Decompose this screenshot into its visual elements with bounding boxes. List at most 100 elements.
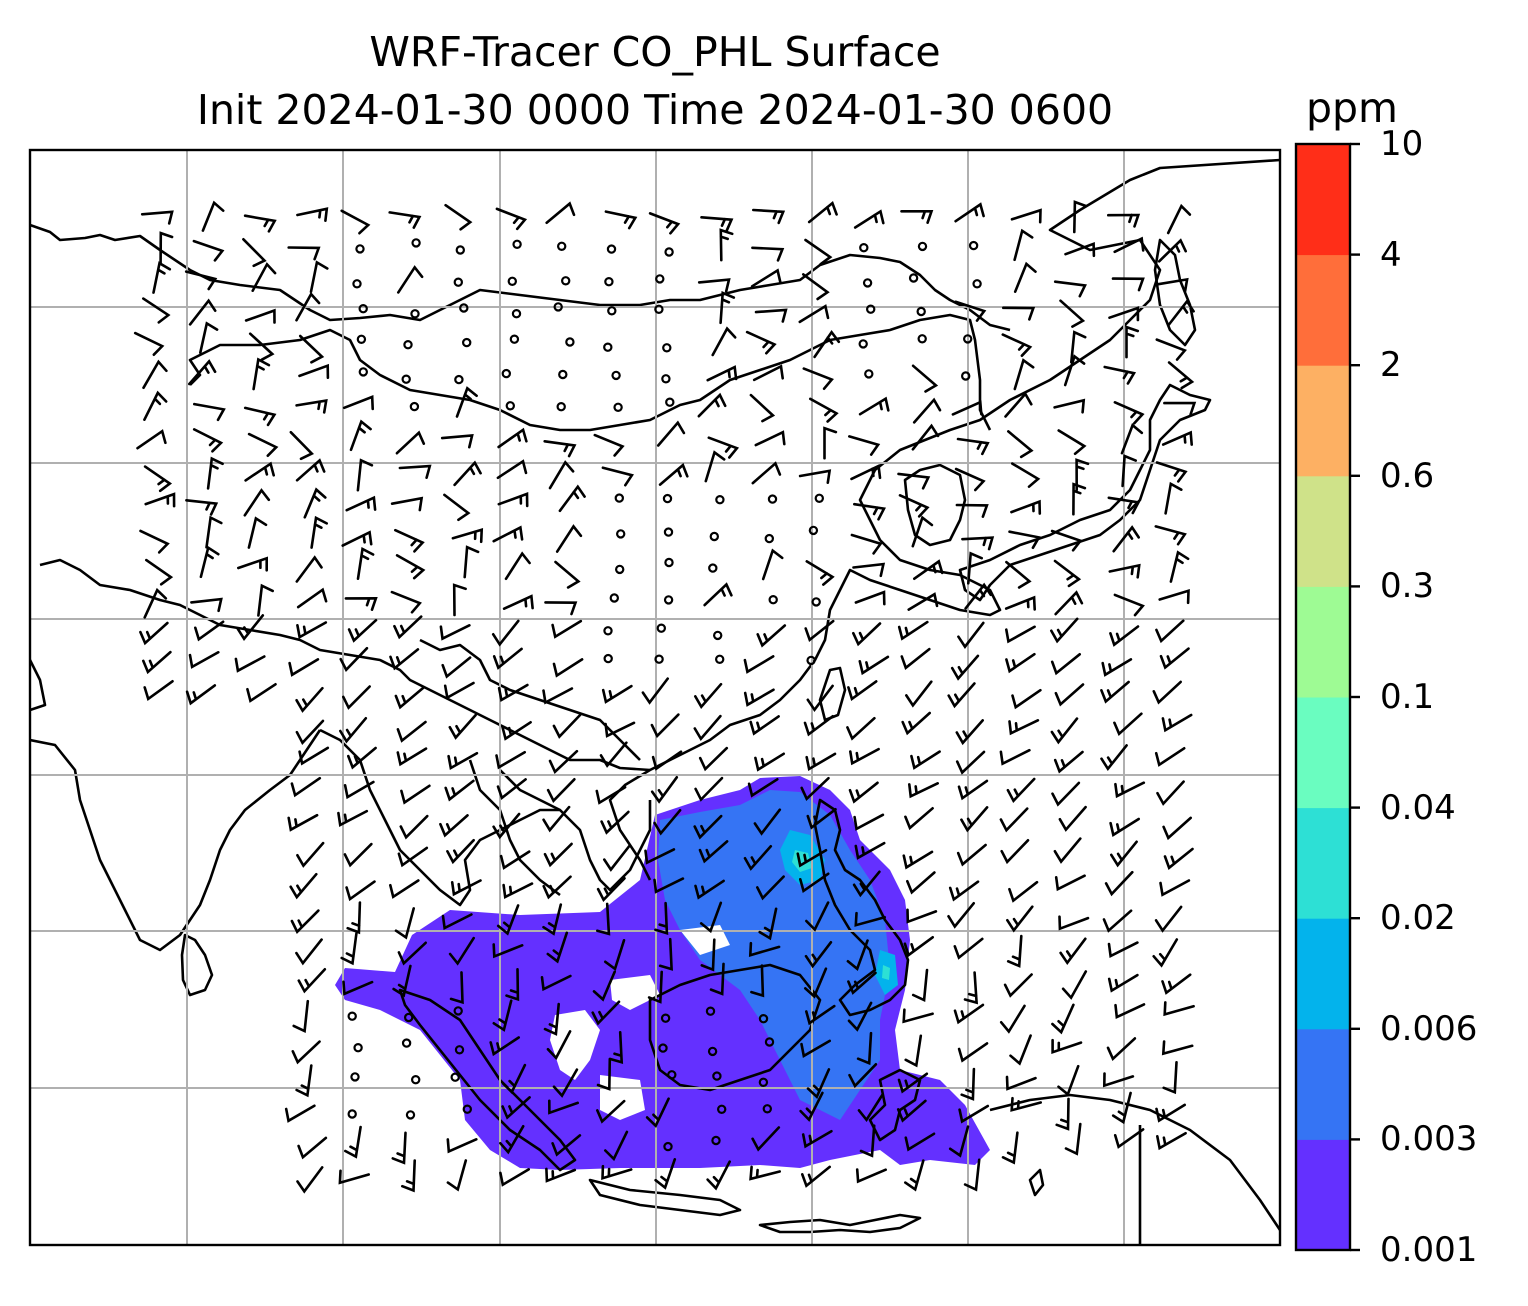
wind-calm-marker	[715, 495, 725, 505]
wind-barb	[697, 392, 727, 418]
wind-barb	[719, 290, 736, 325]
wind-barb	[194, 620, 225, 642]
wind-barb	[753, 808, 782, 836]
wind-barb	[592, 970, 616, 1002]
wind-barb	[1006, 934, 1023, 968]
wind-barb	[1055, 1097, 1070, 1131]
colorbar-band	[1296, 365, 1350, 477]
wind-barb	[392, 964, 412, 998]
wind-barb	[558, 484, 586, 513]
plume-high-band	[792, 850, 890, 980]
wind-calm-marker	[347, 1011, 357, 1021]
wind-barb	[963, 971, 979, 1005]
wind-barb	[963, 1158, 981, 1192]
wind-barb	[999, 1004, 1026, 1034]
wind-calm-marker	[616, 529, 626, 539]
wind-barb	[1064, 1122, 1082, 1156]
wind-barb	[853, 813, 885, 831]
wind-barb	[1113, 1128, 1145, 1149]
wind-barb	[957, 779, 989, 801]
wind-calm-marker	[715, 654, 725, 665]
wind-calm-marker	[604, 277, 614, 287]
wind-calm-marker	[656, 623, 667, 633]
wind-barb	[447, 751, 479, 771]
wind-barb	[700, 938, 716, 972]
wind-barb	[911, 968, 929, 1002]
wind-barb	[495, 751, 526, 770]
wind-barb	[188, 298, 217, 326]
wind-barb	[645, 1097, 670, 1129]
wind-calm-marker	[705, 1006, 716, 1016]
wind-barb	[338, 1169, 370, 1185]
wind-barb	[853, 209, 885, 229]
wind-barb	[848, 1063, 878, 1089]
wind-barb	[502, 882, 534, 899]
wind-calm-marker	[707, 1046, 718, 1057]
wind-barb	[1054, 683, 1085, 707]
wind-barb	[698, 840, 729, 864]
wind-barb	[1054, 590, 1084, 616]
wind-barb	[446, 1138, 478, 1154]
wind-calm-marker	[655, 274, 665, 284]
wind-barb	[960, 806, 989, 833]
wind-barb	[896, 1099, 927, 1123]
wind-barb	[653, 809, 682, 836]
coastline-indochina	[319, 728, 652, 907]
wind-calm-marker	[561, 276, 571, 286]
wind-barb	[1161, 713, 1193, 733]
wind-barb	[751, 1126, 781, 1152]
wind-barb	[799, 1091, 824, 1122]
wind-barb	[1167, 299, 1195, 327]
wind-barb	[391, 1131, 407, 1165]
wind-barb	[205, 515, 223, 549]
wind-barb	[343, 780, 375, 800]
wind-barb	[650, 776, 679, 804]
wind-barb	[1121, 454, 1137, 488]
wind-barb	[143, 587, 168, 619]
wind-calm-marker	[558, 369, 568, 380]
wind-barb	[1004, 391, 1033, 418]
map-title-line1: WRF-Tracer CO_PHL Surface	[369, 28, 941, 76]
wind-calm-marker	[509, 334, 520, 344]
wind-barb	[439, 624, 471, 641]
wind-barb	[603, 844, 631, 872]
wind-calm-marker	[453, 1006, 463, 1016]
wind-barb	[805, 1004, 836, 1026]
wind-calm-marker	[355, 244, 365, 254]
wind-barb	[284, 1104, 316, 1123]
wind-barb	[897, 472, 931, 490]
wind-calm-marker	[613, 402, 623, 412]
wind-barb	[242, 238, 267, 268]
wind-barb	[801, 1165, 831, 1188]
wind-barb	[651, 750, 683, 771]
wind-barb	[295, 938, 323, 966]
wind-barb	[999, 748, 1031, 766]
wind-barb	[309, 260, 329, 294]
wind-calm-marker	[409, 401, 420, 412]
colorbar-tick-label: 0.02	[1380, 898, 1456, 939]
colorbar-tick-label: 2	[1380, 345, 1402, 386]
colorbar-tick-label: 10	[1380, 124, 1424, 164]
wind-calm-marker	[507, 276, 517, 286]
wind-barb	[1100, 680, 1130, 704]
wind-barb	[1050, 717, 1079, 745]
wind-barb	[802, 273, 830, 301]
wind-calm-marker	[501, 368, 511, 379]
wind-barb	[954, 467, 986, 492]
wind-barb	[905, 680, 933, 708]
wind-barbs	[133, 200, 1197, 1194]
wind-barb	[806, 684, 834, 713]
wind-barb	[1004, 595, 1036, 611]
wind-barb	[339, 717, 368, 744]
border-russia-china-mongolia	[188, 313, 992, 432]
wind-barb	[1053, 837, 1082, 864]
wind-barb	[1006, 777, 1036, 804]
wind-barb	[1164, 481, 1183, 515]
wind-barb	[1003, 973, 1033, 998]
wind-barb	[596, 902, 611, 936]
coastline-china-south	[39, 558, 651, 772]
wind-barb	[244, 461, 275, 482]
wind-barb	[756, 875, 785, 901]
wind-calm-marker	[667, 1070, 677, 1080]
wind-barb	[287, 246, 321, 261]
